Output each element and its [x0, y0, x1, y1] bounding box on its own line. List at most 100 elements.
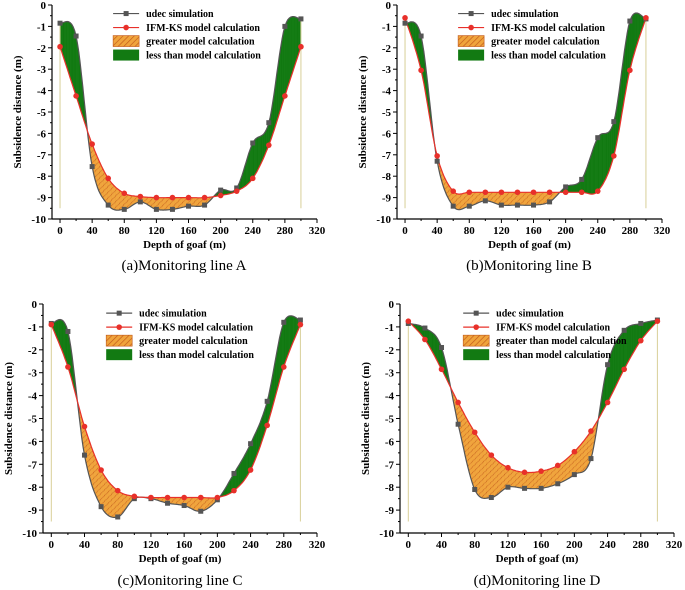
- greater-region: [579, 443, 582, 473]
- greater-region: [189, 497, 192, 509]
- ifm-ks-point: [297, 321, 304, 328]
- subplot-a: 0 -1 -2 -3 -4 -5 -6 -7 -8 -9 -10 0 40 80 120 160 200 240 2…: [12, 0, 326, 251]
- y-tick-label: -7: [28, 459, 38, 471]
- legend-udec-label: udec simulation: [491, 9, 559, 20]
- udec-point: [105, 202, 111, 208]
- legend-less-label: less than model calculation: [146, 51, 261, 62]
- less-region: [71, 23, 74, 88]
- legend-less-label: less than model calculation: [496, 350, 611, 361]
- udec-point: [579, 176, 585, 182]
- udec-point: [498, 202, 504, 208]
- x-tick-label: 120: [500, 539, 517, 551]
- greater-region: [545, 469, 547, 488]
- greater-region: [110, 483, 113, 518]
- x-tick-label: 40: [79, 539, 91, 551]
- greater-region: [118, 189, 121, 211]
- greater-region: [528, 472, 531, 489]
- x-tick-label: 160: [180, 225, 197, 237]
- y-tick-label: -8: [37, 171, 47, 183]
- less-region: [237, 463, 240, 488]
- greater-region: [193, 497, 196, 511]
- greater-region: [111, 183, 114, 210]
- y-tick-label: -10: [22, 528, 37, 540]
- greater-region: [103, 474, 106, 514]
- ifm-ks-point: [611, 153, 617, 159]
- greater-region: [487, 449, 489, 499]
- greater-region: [469, 422, 471, 478]
- udec-point: [186, 203, 192, 209]
- greater-region: [541, 192, 544, 205]
- less-region: [288, 315, 291, 355]
- less-region: [251, 142, 254, 181]
- ifm-ks-point: [488, 452, 495, 458]
- ifm-ks-line: [407, 320, 658, 474]
- ifm-ks-point: [546, 189, 553, 196]
- ifm-ks-point: [578, 189, 585, 196]
- less-region: [435, 335, 438, 362]
- less-region: [624, 328, 626, 370]
- greater-region: [478, 192, 481, 203]
- ifm-ks-point: [214, 494, 221, 501]
- udec-point: [169, 206, 175, 212]
- y-tick-label: -4: [28, 391, 38, 403]
- less-region: [286, 315, 289, 359]
- greater-region: [111, 485, 114, 518]
- y-tick-label: -2: [37, 43, 47, 55]
- udec-point: [297, 317, 303, 323]
- greater-region: [178, 197, 181, 209]
- x-tick-label: 200: [209, 539, 226, 551]
- less-region: [434, 334, 437, 359]
- udec-point: [250, 140, 256, 146]
- less-region: [289, 16, 291, 83]
- less-region: [611, 347, 614, 395]
- ifm-ks-point: [57, 43, 63, 50]
- less-region: [259, 135, 261, 167]
- legend-less-label: less than model calculation: [139, 350, 254, 361]
- y-tick-label: -1: [382, 21, 391, 33]
- greater-region: [553, 466, 556, 486]
- y-axis-title: Subsidence distance (m): [12, 55, 24, 168]
- greater-region: [129, 195, 132, 208]
- greater-region: [174, 197, 177, 210]
- greater-region: [92, 450, 95, 492]
- ifm-ks-point: [280, 364, 287, 370]
- y-axis-title: Subsidence distance (m): [360, 362, 372, 475]
- greater-region: [188, 497, 190, 509]
- udec-line: [59, 16, 301, 211]
- greater-region: [482, 444, 485, 499]
- udec-point: [621, 327, 627, 333]
- ifm-ks-point: [264, 422, 270, 429]
- x-axis-title: Depth of goaf (m): [488, 239, 571, 251]
- x-tick-label: 160: [176, 539, 193, 551]
- greater-region: [194, 497, 197, 512]
- greater-region: [471, 192, 474, 206]
- y-tick-label: -1: [28, 322, 37, 334]
- greater-region: [513, 192, 515, 206]
- udec-point: [505, 484, 511, 490]
- less-region: [293, 16, 296, 69]
- udec-point: [605, 362, 611, 368]
- less-region: [242, 456, 244, 484]
- udec-point: [115, 514, 121, 520]
- greater-region: [532, 472, 535, 489]
- ifm-ks-line: [404, 17, 647, 195]
- x-tick-label: 120: [148, 225, 165, 237]
- less-region: [292, 16, 295, 73]
- greater-region: [161, 197, 164, 211]
- less-region: [629, 325, 632, 360]
- udec-point: [514, 202, 520, 208]
- udec-point: [450, 203, 456, 209]
- less-region: [290, 16, 293, 78]
- less-region: [596, 137, 598, 193]
- ifm-ks-line: [59, 46, 302, 199]
- greater-region: [473, 429, 475, 490]
- less-region: [286, 19, 288, 92]
- subplot-a-caption: (a)Monitoring line A: [122, 258, 247, 274]
- greater-region: [463, 192, 466, 209]
- x-tick-label: 280: [633, 539, 650, 551]
- y-tick-label: -5: [28, 414, 38, 426]
- less-region: [255, 137, 257, 175]
- greater-region: [107, 480, 110, 517]
- less-region: [69, 22, 72, 83]
- ifm-ks-point: [471, 429, 478, 436]
